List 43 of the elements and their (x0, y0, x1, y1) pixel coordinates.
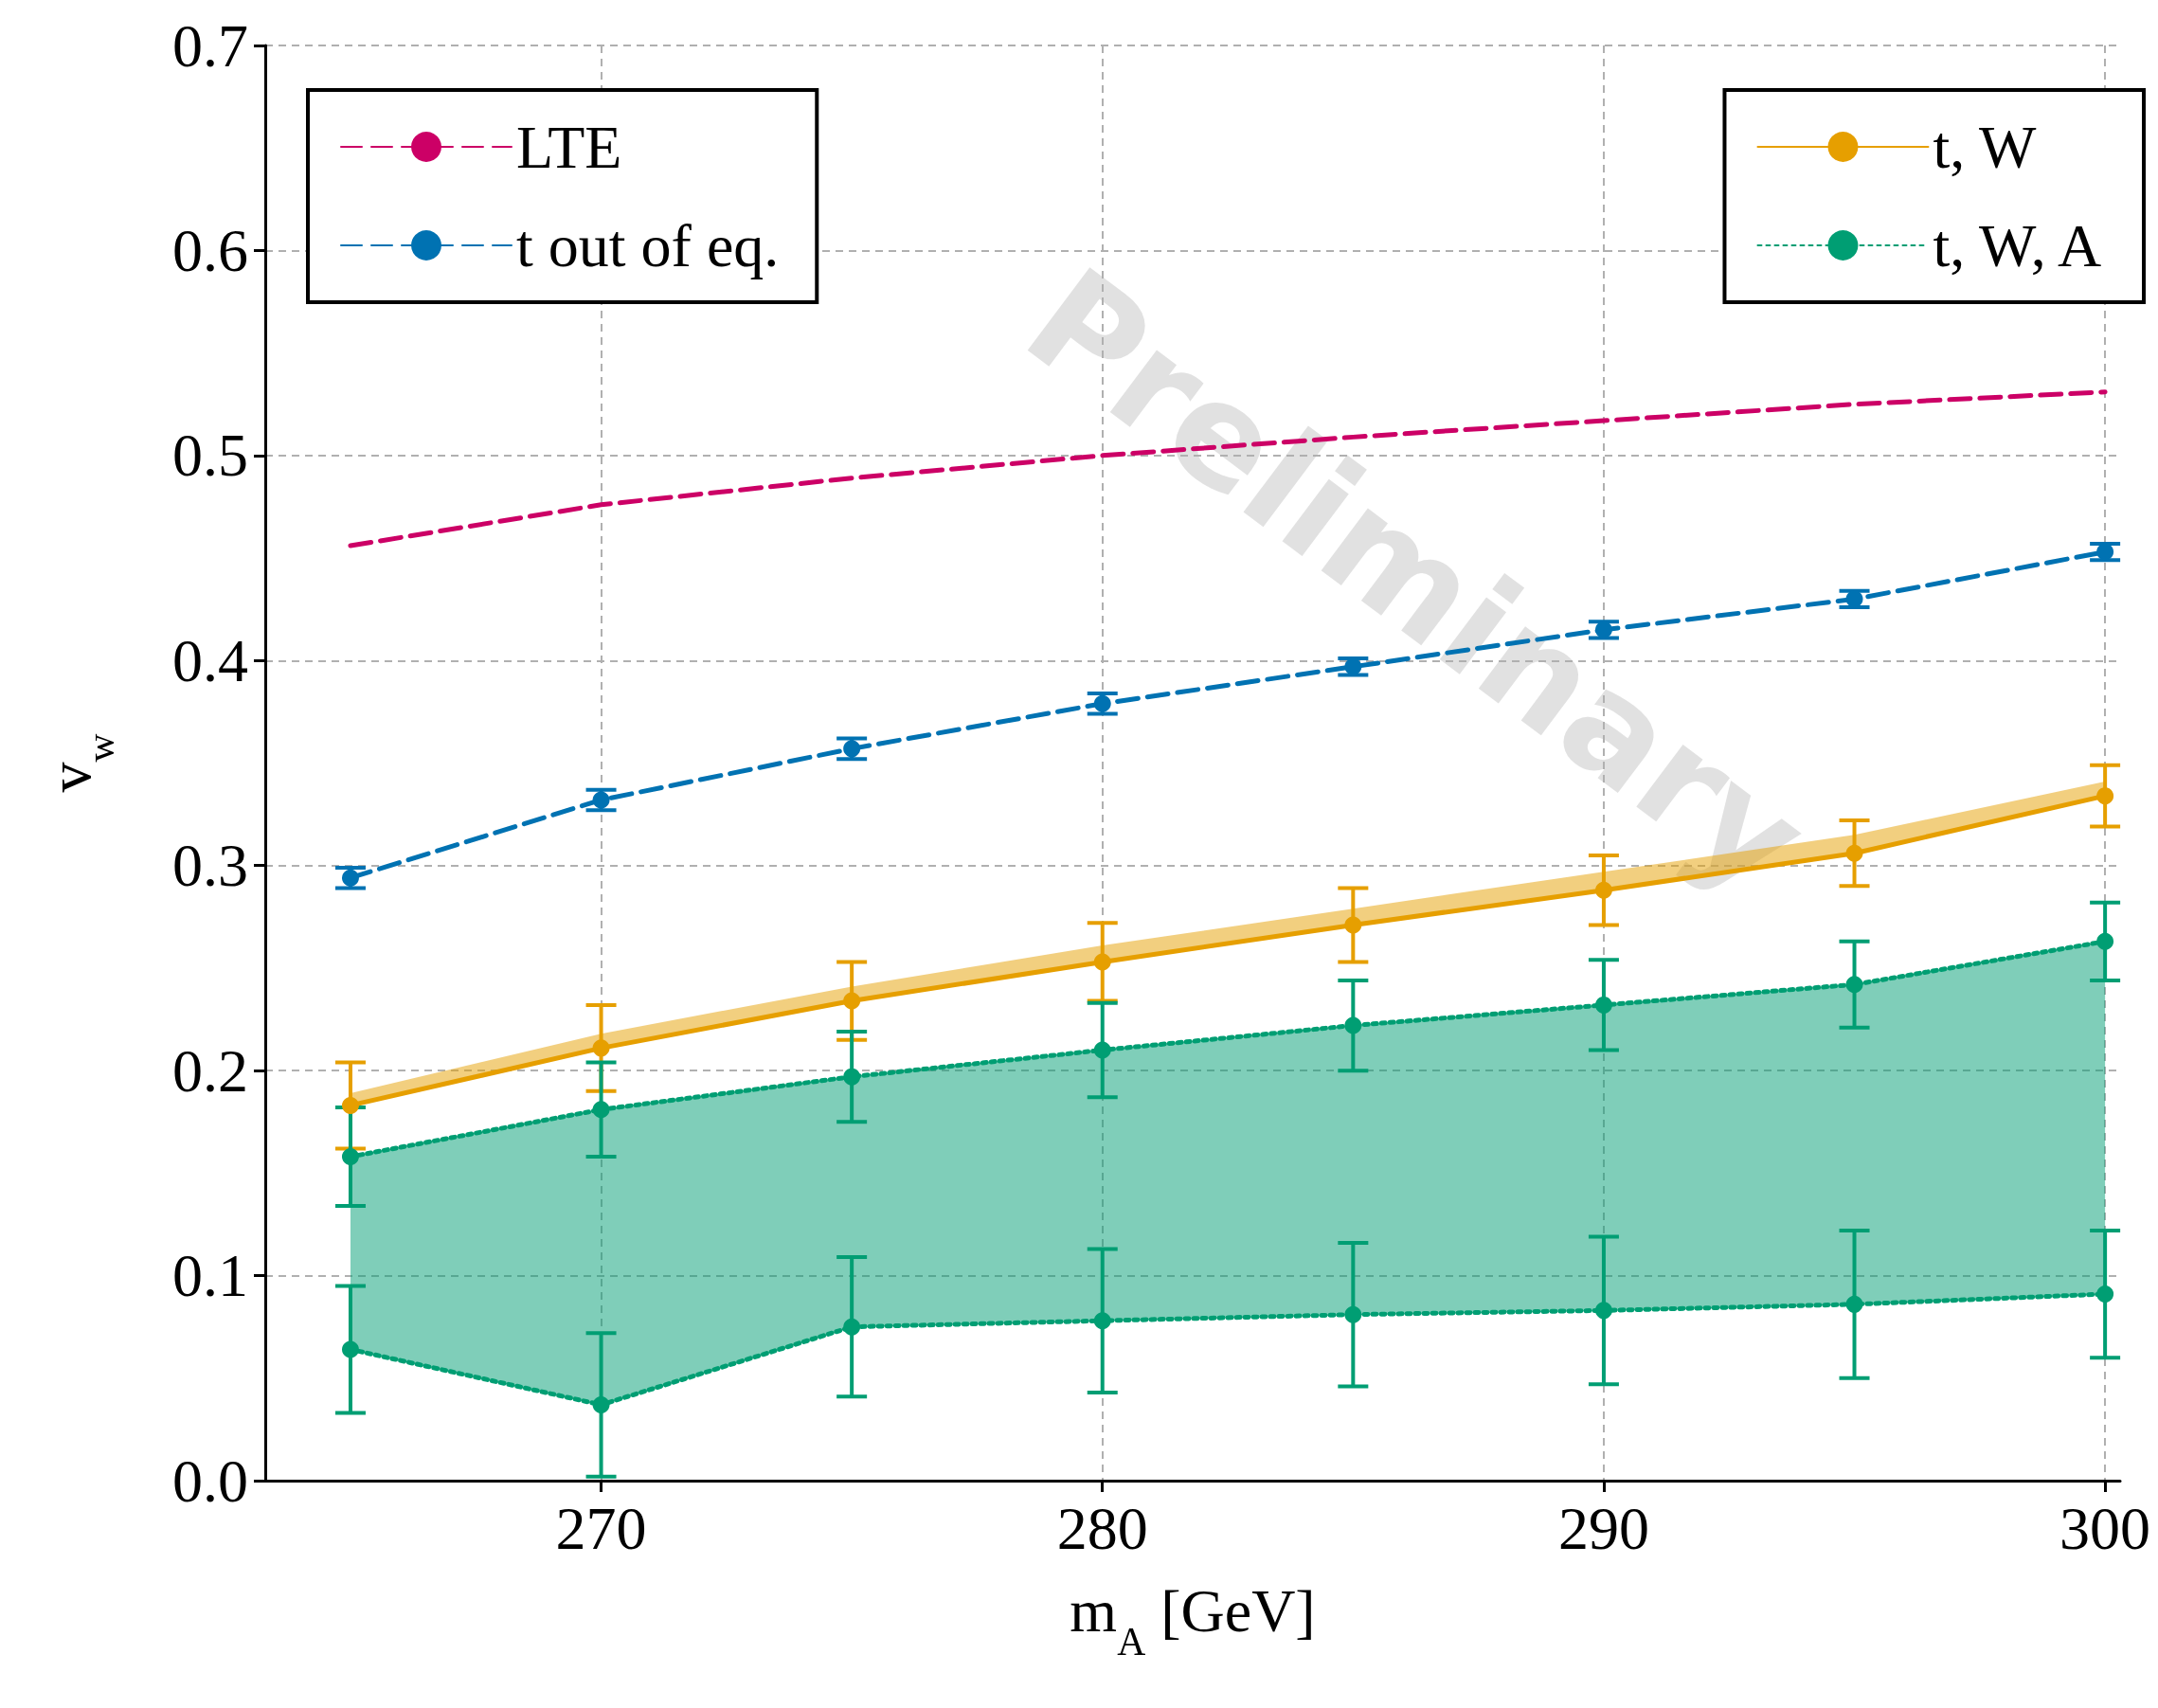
y-tick-label: 0.5 (172, 422, 248, 490)
y-tick-label: 0.1 (172, 1242, 248, 1310)
point (1845, 1295, 1863, 1313)
point (341, 1340, 359, 1358)
point (2096, 787, 2114, 805)
x-tick-label: 290 (1557, 1494, 1649, 1562)
point (1344, 1305, 1362, 1323)
point (341, 1096, 359, 1114)
point (592, 1039, 610, 1057)
point (2096, 932, 2114, 950)
y-tick-label: 0.0 (172, 1447, 248, 1515)
x-tick-label: 300 (2059, 1494, 2151, 1562)
point (592, 1101, 610, 1119)
x-tick-label: 280 (1056, 1494, 1148, 1562)
point (1093, 1041, 1111, 1059)
point (843, 740, 861, 758)
point (843, 1318, 861, 1336)
legend-label: t, W, A (1933, 211, 2102, 279)
point (341, 1148, 359, 1166)
y-tick-label: 0.6 (172, 216, 248, 284)
y-axis-title: vw (35, 733, 122, 793)
point (1344, 916, 1362, 934)
point (341, 869, 359, 887)
point (1093, 953, 1111, 971)
x-tick-label: 270 (555, 1494, 647, 1562)
point (843, 1068, 861, 1086)
point (1845, 844, 1863, 862)
y-tick-label: 0.4 (172, 626, 248, 694)
legend-label: t, W (1933, 113, 2038, 181)
legend-label: t out of eq. (516, 211, 780, 279)
point (1594, 1302, 1612, 1320)
y-tick-label: 0.2 (172, 1036, 248, 1105)
point (592, 791, 610, 809)
point (592, 1395, 610, 1413)
point (2096, 1285, 2114, 1303)
point (1594, 996, 1612, 1014)
point (1093, 1312, 1111, 1330)
y-tick-label: 0.7 (172, 11, 248, 80)
point (1845, 976, 1863, 994)
point (843, 992, 861, 1010)
y-tick-label: 0.3 (172, 832, 248, 900)
point (1344, 1016, 1362, 1034)
legend-label: LTE (516, 113, 622, 181)
